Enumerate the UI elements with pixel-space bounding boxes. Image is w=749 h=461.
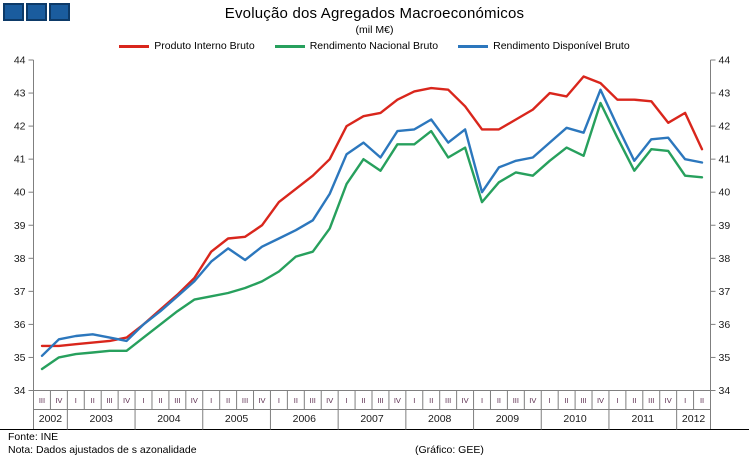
logo-square-icon [49,3,70,21]
chart-subtitle: (mil M€) [355,24,394,36]
y-tick-label-right: 38 [719,253,731,265]
y-tick-label-right: 43 [719,88,731,100]
series-line-produto-interno-bruto [40,75,704,348]
chart-title: Evolução dos Agregados Macroeconómicos [224,5,525,22]
quarter-label: I [616,396,618,405]
year-label: 2011 [632,413,655,425]
legend-item: Rendimento Disponível Bruto [458,40,630,52]
footer-credit-text: (Gráfico: GEE) [415,444,484,456]
quarter-label: IV [258,396,265,405]
chart-legend: Produto Interno Bruto Rendimento Nacional… [0,40,749,52]
year-label: 2003 [90,413,114,425]
gee-logo [3,3,70,21]
quarter-label: II [632,396,636,405]
quarter-label: II [565,396,569,405]
y-tick-label-right: 37 [719,286,731,298]
y-tick-label-right: 36 [719,319,731,331]
quarter-label: I [549,396,551,405]
y-tick-label-left: 42 [14,121,26,133]
year-label: 2007 [360,413,384,425]
quarter-label: I [481,396,483,405]
y-tick-label-right: 35 [719,352,731,364]
quarter-label: IV [665,396,672,405]
quarter-label: II [361,396,365,405]
y-tick-label-left: 34 [14,385,26,397]
quarter-label: II [226,396,230,405]
quarter-label: II [158,396,162,405]
legend-label: Rendimento Disponível Bruto [493,40,630,52]
year-label: 2008 [428,413,452,425]
y-tick-label-left: 38 [14,253,26,265]
quarter-label: II [91,396,95,405]
year-label: 2009 [496,413,520,425]
quarter-label: IV [597,396,604,405]
quarter-label: III [648,396,654,405]
y-tick-label-left: 40 [14,187,26,199]
legend-item: Rendimento Nacional Bruto [274,40,439,52]
quarter-label: IV [394,396,401,405]
quarter-label: I [278,396,280,405]
series-line-rendimento-dispon-vel-bruto [40,88,704,357]
series-line-rendimento-nacional-bruto [40,101,704,371]
quarter-label: III [242,396,248,405]
quarter-label: IV [326,396,333,405]
quarter-label: III [377,396,383,405]
quarter-label: I [75,396,77,405]
year-label: 2002 [39,413,63,425]
y-tick-label-left: 36 [14,319,26,331]
quarter-label: IV [462,396,469,405]
quarter-label: I [413,396,415,405]
quarter-label: III [445,396,451,405]
y-tick-label-right: 39 [719,220,731,232]
quarter-label: IV [123,396,130,405]
footer-source-text: Fonte: INE [8,431,59,443]
quarter-label: I [142,396,144,405]
y-tick-label-right: 41 [719,154,731,166]
quarter-label: III [513,396,519,405]
year-label: 2006 [293,413,317,425]
legend-line-swatch-icon [458,44,489,48]
quarter-label: I [346,396,348,405]
quarter-label: I [684,396,686,405]
legend-item: Produto Interno Bruto [119,40,255,52]
quarter-label: III [39,396,45,405]
y-tick-label-right: 42 [719,121,731,133]
logo-square-icon [26,3,47,21]
y-tick-label-left: 35 [14,352,26,364]
y-tick-label-left: 37 [14,286,26,298]
y-tick-label-right: 44 [719,55,731,67]
quarter-label: III [310,396,316,405]
quarter-label: III [107,396,113,405]
legend-label: Produto Interno Bruto [154,40,255,52]
quarter-label: III [580,396,586,405]
legend-line-swatch-icon [119,44,150,48]
quarter-label: IV [191,396,198,405]
footer-note-text: Nota: Dados ajustados de s azonalidade [8,444,197,456]
quarter-label: III [174,396,180,405]
y-tick-label-right: 40 [719,187,731,199]
quarter-label: II [700,396,704,405]
quarter-label: II [429,396,433,405]
y-tick-label-right: 34 [719,385,731,397]
legend-line-swatch-icon [274,44,305,48]
y-tick-label-left: 44 [14,55,26,67]
year-label: 2010 [563,413,587,425]
quarter-label: II [497,396,501,405]
legend-label: Rendimento Nacional Bruto [309,40,439,52]
year-label: 2004 [157,413,181,425]
quarter-label: IV [529,396,536,405]
logo-square-icon [3,3,24,21]
y-tick-label-left: 39 [14,220,26,232]
y-tick-label-left: 43 [14,88,26,100]
year-label: 2012 [682,413,706,425]
year-label: 2005 [225,413,249,425]
quarter-label: IV [55,396,62,405]
quarter-label: II [294,396,298,405]
quarter-label: I [210,396,212,405]
y-tick-label-left: 41 [14,154,26,166]
